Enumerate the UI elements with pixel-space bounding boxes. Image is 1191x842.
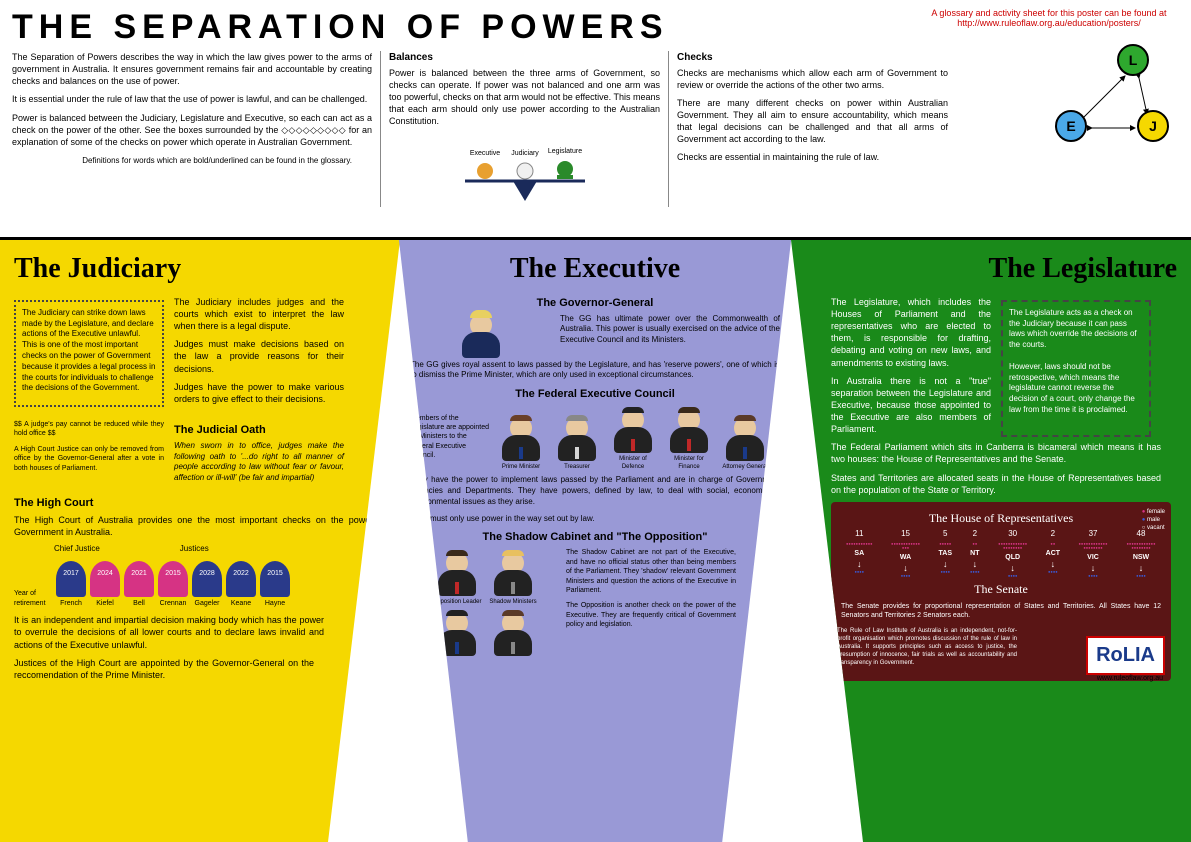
fec-intro: Members of the Legislature are appointed… (410, 414, 490, 461)
bicameral-text: The Federal Parliament which sits in Can… (831, 441, 1161, 465)
rolia-url: www.ruleoflaw.org.au (1097, 674, 1163, 683)
jud-p1: The Judiciary includes judges and the co… (174, 296, 344, 332)
state-column: 30●●●●●●●●●●●●●●●●●●●●QLD↓●●●● (998, 529, 1028, 578)
gg-title: The Governor-General (410, 296, 780, 311)
oath-title: The Judicial Oath (174, 423, 344, 438)
justice-figure: 2024Kiefel (90, 561, 120, 608)
legislature-title: The Legislature (831, 250, 1177, 288)
three-panels: The Judiciary The Judiciary can strike d… (0, 240, 1191, 842)
intro-column: The Separation of Powers describes the w… (12, 51, 372, 207)
legislature-check-box: The Legislature acts as a check on the J… (1001, 300, 1151, 438)
high-court-text: The High Court of Australia provides one… (14, 514, 386, 538)
hc-p2: Justices of the High Court are appointed… (14, 657, 314, 681)
state-column: 2●●NT↓●●●● (970, 529, 980, 578)
minister-figure (432, 612, 482, 658)
checks-title: Checks (677, 51, 948, 65)
justice-figure: 2015Hayne (260, 561, 290, 608)
minister-figure: Minister for Finance (664, 409, 714, 471)
executive-title: The Executive (410, 250, 780, 288)
state-column: 5●●●●●TAS↓●●●● (939, 529, 952, 578)
minister-figure: Minister of Defence (608, 409, 658, 471)
justice-figure: 2021Bell (124, 561, 154, 608)
chief-justice-label: Chief Justice (54, 544, 100, 555)
checks-column: Checks Checks are mechanisms which allow… (668, 51, 948, 207)
shadow-title: The Shadow Cabinet and "The Opposition" (410, 530, 780, 545)
leg-p1: The Legislature, which includes the Hous… (831, 296, 991, 369)
jud-note1: $$ A judge's pay cannot be reduced while… (14, 420, 164, 439)
intro-p2: It is essential under the rule of law th… (12, 93, 372, 105)
hc-p1: It is an independent and impartial decis… (14, 614, 324, 650)
parliament-chart: ● female ● male ○ vacant The House of Re… (831, 502, 1171, 681)
year-of-retirement-label: Year of retirement (14, 589, 50, 608)
gg-p2: The GG gives royal assent to laws passed… (410, 360, 780, 382)
rolia-description: The Rule of Law Institute of Australia i… (837, 627, 1017, 667)
jud-note2: A High Court Justice can only be removed… (14, 445, 164, 473)
ministers-row: Prime MinisterTreasurerMinister of Defen… (496, 409, 770, 471)
justice-figure: 2015Crennan (158, 561, 188, 608)
justices-row: Year of retirement 2017French2024Kiefel2… (14, 561, 386, 608)
states-row: 11●●●●●●●●●●●SA↓●●●● 15●●●●●●●●●●●●●●●WA↓… (837, 529, 1165, 578)
checks-p3: Checks are essential in maintaining the … (677, 151, 948, 163)
seesaw-jud-label: Judiciary (511, 150, 539, 157)
checks-diagram: L E J (1047, 36, 1177, 156)
minister-figure: Treasurer (552, 417, 602, 471)
check-node-judiciary: J (1137, 110, 1169, 142)
balances-text: Power is balanced between the three arms… (389, 67, 660, 128)
seat-legend: ● female ● male ○ vacant (1142, 508, 1165, 532)
fec-p2: They must only use power in the way set … (410, 514, 780, 525)
minister-figure: Prime Minister (496, 417, 546, 471)
state-column: 11●●●●●●●●●●●SA↓●●●● (846, 529, 873, 578)
shadow-p1: The Shadow Cabinet are not part of the E… (566, 548, 736, 595)
state-column: 2●●ACT↓●●●● (1046, 529, 1060, 578)
executive-panel: The Executive The Governor-General The G… (330, 240, 860, 842)
shadow-row: Opposition LeaderShadow Ministers (410, 552, 560, 658)
shadow-p2: The Opposition is another check on the p… (566, 601, 736, 629)
legislature-panel: The Legislature The Legislature, which i… (791, 240, 1191, 842)
rolia-logo: RoLIA (1086, 636, 1165, 675)
top-columns: The Separation of Powers describes the w… (12, 51, 1179, 207)
definitions-note: Definitions for words which are bold/und… (12, 156, 352, 167)
justice-figure: 2017French (56, 561, 86, 608)
minister-figure: Shadow Ministers (488, 552, 538, 606)
fec-p1: They have the power to implement laws pa… (410, 475, 780, 507)
intro-p1: The Separation of Powers describes the w… (12, 51, 372, 87)
judiciary-title: The Judiciary (14, 250, 386, 288)
senate-text: The Senate provides for proportional rep… (841, 602, 1161, 621)
justices-label: Justices (180, 544, 209, 555)
alloc-text: States and Territories are allocated sea… (831, 472, 1161, 496)
balances-column: Balances Power is balanced between the t… (380, 51, 660, 207)
checks-p2: There are many different checks on power… (677, 97, 948, 146)
gg-figure (462, 314, 500, 358)
state-column: 48●●●●●●●●●●●●●●●●●●●●NSW↓●●●● (1126, 529, 1156, 578)
justice-figure: 2022Keane (226, 561, 256, 608)
checks-p1: Checks are mechanisms which allow each a… (677, 67, 948, 91)
seesaw-leg-label: Legislature (547, 148, 581, 155)
top-section: THE SEPARATION OF POWERS A glossary and … (0, 0, 1191, 240)
balances-title: Balances (389, 51, 660, 65)
senate-title: The Senate (837, 581, 1165, 597)
glossary-note: A glossary and activity sheet for this p… (919, 8, 1179, 28)
leg-p2: In Australia there is not a "true" separ… (831, 375, 991, 436)
judiciary-panel: The Judiciary The Judiciary can strike d… (0, 240, 400, 842)
seesaw-exec-label: Executive (469, 150, 499, 157)
fec-title: The Federal Executive Council (410, 387, 780, 402)
minister-figure: Attorney General (720, 417, 770, 471)
check-node-legislature: L (1117, 44, 1149, 76)
poster: THE SEPARATION OF POWERS A glossary and … (0, 0, 1191, 842)
judiciary-check-box: The Judiciary can strike down laws made … (14, 300, 164, 407)
justice-figure: 2028Gageler (192, 561, 222, 608)
high-court-title: The High Court (14, 496, 386, 511)
balance-seesaw-figure: Executive Judiciary Legislature (455, 133, 595, 203)
gg-p1: The GG has ultimate power over the Commo… (560, 314, 780, 346)
hor-title: The House of Representatives (837, 510, 1165, 526)
intro-p3: Power is balanced between the Judiciary,… (12, 112, 372, 148)
check-node-executive: E (1055, 110, 1087, 142)
jud-p3: Judges have the power to make various or… (174, 381, 344, 405)
state-column: 15●●●●●●●●●●●●●●●WA↓●●●● (891, 529, 921, 578)
jud-p2: Judges must make decisions based on the … (174, 338, 344, 374)
oath-text: When sworn in to office, judges make the… (174, 441, 344, 484)
minister-figure (488, 612, 538, 658)
state-column: 37●●●●●●●●●●●●●●●●●●●●VIC↓●●●● (1078, 529, 1108, 578)
minister-figure: Opposition Leader (432, 552, 482, 606)
